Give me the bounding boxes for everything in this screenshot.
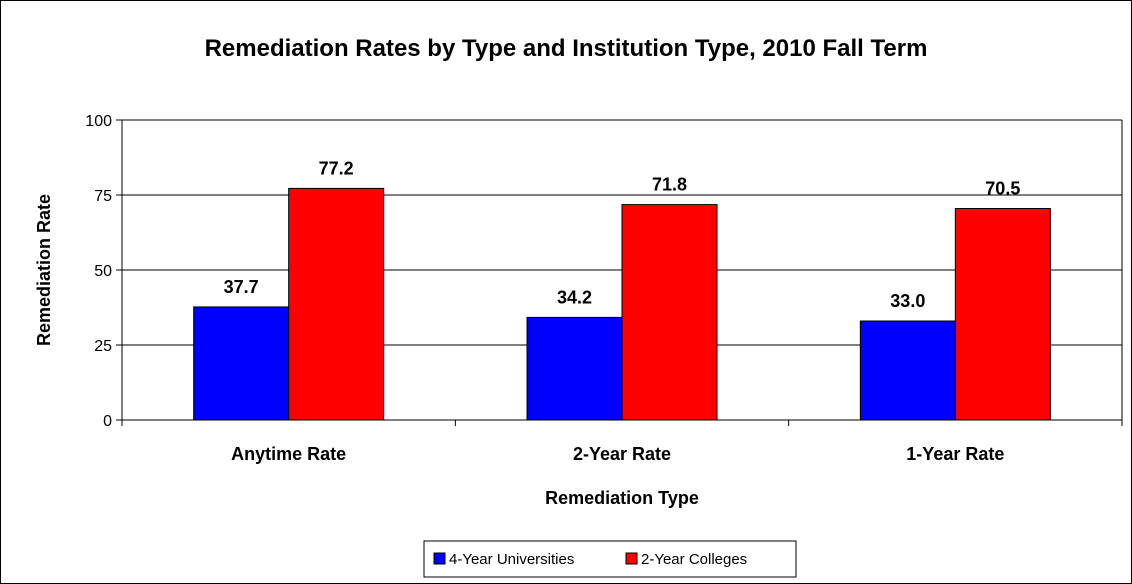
plot-area: 0 25 50 75 100 Anytime Rate 37.7 77.2 2-Year Rat…: [85, 113, 1123, 464]
x-axis-title: Remediation Type: [545, 488, 699, 508]
bar-2-year-colleges: [621, 204, 718, 421]
data-label: 71.8: [652, 175, 687, 195]
legend-swatch-2-year-colleges: [625, 552, 638, 565]
bar-2-year-colleges: [954, 208, 1051, 421]
y-tick-label: 0: [103, 413, 112, 430]
x-category-label: 1-Year Rate: [906, 444, 1004, 464]
data-label: 70.5: [985, 179, 1020, 199]
x-category-label: 2-Year Rate: [573, 444, 671, 464]
y-tick-label: 25: [94, 338, 112, 355]
bar-4-year-universities: [193, 306, 290, 421]
data-label: 33.0: [890, 291, 925, 311]
bar-4-year-universities: [859, 320, 956, 421]
legend: 4-Year Universities 2-Year Colleges: [423, 540, 797, 578]
y-tick-label: 75: [94, 188, 112, 205]
legend-box: [423, 540, 797, 578]
data-label: 37.7: [224, 277, 259, 297]
bar-4-year-universities: [526, 316, 623, 421]
legend-label-2-year-colleges: 2-Year Colleges: [641, 551, 747, 568]
data-label: 34.2: [557, 287, 592, 307]
data-label: 77.2: [319, 158, 354, 178]
y-axis-title: Remediation Rate: [34, 194, 54, 346]
y-tick-label: 100: [85, 113, 112, 130]
y-tick-label: 50: [94, 263, 112, 280]
x-category-label: Anytime Rate: [231, 444, 346, 464]
chart-title: Remediation Rates by Type and Institutio…: [205, 35, 928, 62]
bar-2-year-colleges: [288, 187, 385, 421]
legend-swatch-4-year-universities: [433, 552, 446, 565]
legend-label-4-year-universities: 4-Year Universities: [449, 551, 574, 568]
